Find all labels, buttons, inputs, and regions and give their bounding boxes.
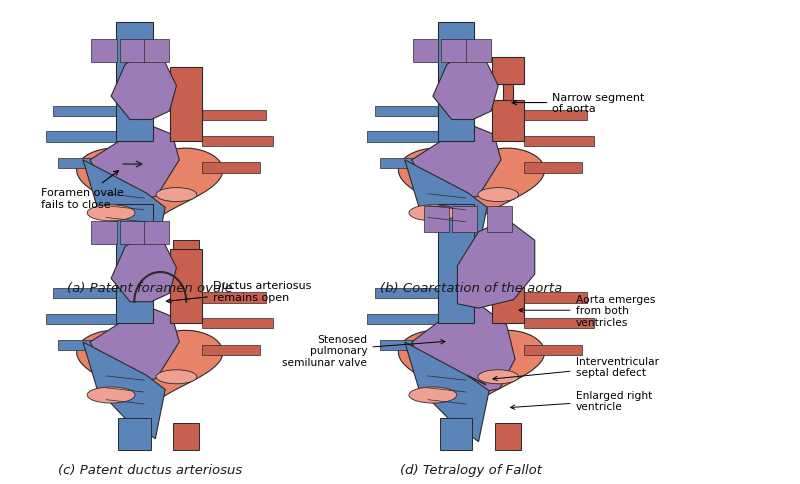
Bar xyxy=(503,85,514,101)
Bar xyxy=(174,241,199,269)
Bar xyxy=(438,205,474,323)
Bar xyxy=(492,101,524,141)
Bar xyxy=(144,40,170,63)
Bar xyxy=(367,314,438,324)
Polygon shape xyxy=(90,306,179,387)
Bar xyxy=(524,345,582,355)
Polygon shape xyxy=(405,342,489,442)
Text: (d) Tetralogy of Fallot: (d) Tetralogy of Fallot xyxy=(401,463,542,476)
Bar xyxy=(492,249,524,323)
Text: Ductus arteriosus
remains open: Ductus arteriosus remains open xyxy=(166,281,311,303)
Bar xyxy=(53,107,116,117)
Bar xyxy=(119,40,145,63)
Polygon shape xyxy=(90,124,179,205)
Bar xyxy=(202,163,260,173)
Bar xyxy=(118,419,150,450)
Polygon shape xyxy=(398,149,545,228)
Polygon shape xyxy=(83,342,166,439)
Bar xyxy=(53,288,116,299)
Bar xyxy=(170,249,202,323)
Polygon shape xyxy=(111,234,177,302)
Ellipse shape xyxy=(478,370,518,384)
Bar xyxy=(452,207,477,232)
Text: Aorta emerges
from both
ventricles: Aorta emerges from both ventricles xyxy=(519,294,655,327)
Bar xyxy=(91,40,117,63)
Bar xyxy=(424,207,449,232)
Bar xyxy=(46,314,116,324)
Ellipse shape xyxy=(156,188,197,202)
Bar xyxy=(524,136,594,147)
Bar xyxy=(374,107,438,117)
Bar xyxy=(380,159,438,169)
Text: Enlarged right
ventricle: Enlarged right ventricle xyxy=(510,390,652,411)
Bar xyxy=(495,423,521,450)
Polygon shape xyxy=(412,124,501,205)
Bar xyxy=(119,222,145,245)
Ellipse shape xyxy=(409,205,457,221)
Bar xyxy=(58,159,116,169)
Bar xyxy=(202,111,266,121)
Polygon shape xyxy=(398,331,545,410)
Text: (a) Patent foramen ovale: (a) Patent foramen ovale xyxy=(67,281,233,294)
Bar xyxy=(495,241,521,269)
Bar xyxy=(202,136,273,147)
Polygon shape xyxy=(77,331,223,410)
Text: Foramen ovale
fails to close: Foramen ovale fails to close xyxy=(41,171,124,210)
Bar xyxy=(439,419,473,450)
Bar xyxy=(524,163,582,173)
Bar xyxy=(174,423,199,450)
Bar xyxy=(144,222,170,245)
Bar xyxy=(487,207,512,232)
Bar xyxy=(116,23,153,141)
Polygon shape xyxy=(111,53,177,120)
Bar xyxy=(524,111,587,121)
Text: Interventricular
septal defect: Interventricular septal defect xyxy=(493,356,658,381)
Polygon shape xyxy=(405,161,487,257)
Text: (b) Coarctation of the aorta: (b) Coarctation of the aorta xyxy=(380,281,562,294)
Bar xyxy=(524,318,594,328)
Text: Narrow segment
of aorta: Narrow segment of aorta xyxy=(512,92,645,114)
Bar xyxy=(442,40,466,63)
Bar xyxy=(380,341,438,351)
Polygon shape xyxy=(433,53,498,120)
Ellipse shape xyxy=(156,370,197,384)
Ellipse shape xyxy=(409,387,457,403)
Bar xyxy=(413,40,438,63)
Polygon shape xyxy=(83,161,166,257)
Bar xyxy=(202,318,273,328)
Polygon shape xyxy=(412,300,515,397)
Text: Stenosed
pulmonary
semilunar valve: Stenosed pulmonary semilunar valve xyxy=(282,334,445,367)
Bar xyxy=(438,23,474,141)
Bar xyxy=(46,132,116,142)
Bar xyxy=(58,341,116,351)
Bar xyxy=(492,58,524,85)
Ellipse shape xyxy=(87,205,135,221)
Bar xyxy=(466,40,491,63)
Bar xyxy=(116,205,153,323)
Polygon shape xyxy=(458,220,534,308)
Text: (c) Patent ductus arteriosus: (c) Patent ductus arteriosus xyxy=(58,463,242,476)
Bar xyxy=(118,237,150,269)
Ellipse shape xyxy=(478,188,518,202)
Bar xyxy=(202,293,266,303)
Bar xyxy=(367,132,438,142)
Bar xyxy=(202,345,260,355)
Bar xyxy=(170,67,202,141)
Bar xyxy=(91,222,117,245)
Bar xyxy=(524,293,587,303)
Polygon shape xyxy=(77,149,223,228)
Ellipse shape xyxy=(87,387,135,403)
Bar xyxy=(439,237,473,269)
Bar xyxy=(374,288,438,299)
